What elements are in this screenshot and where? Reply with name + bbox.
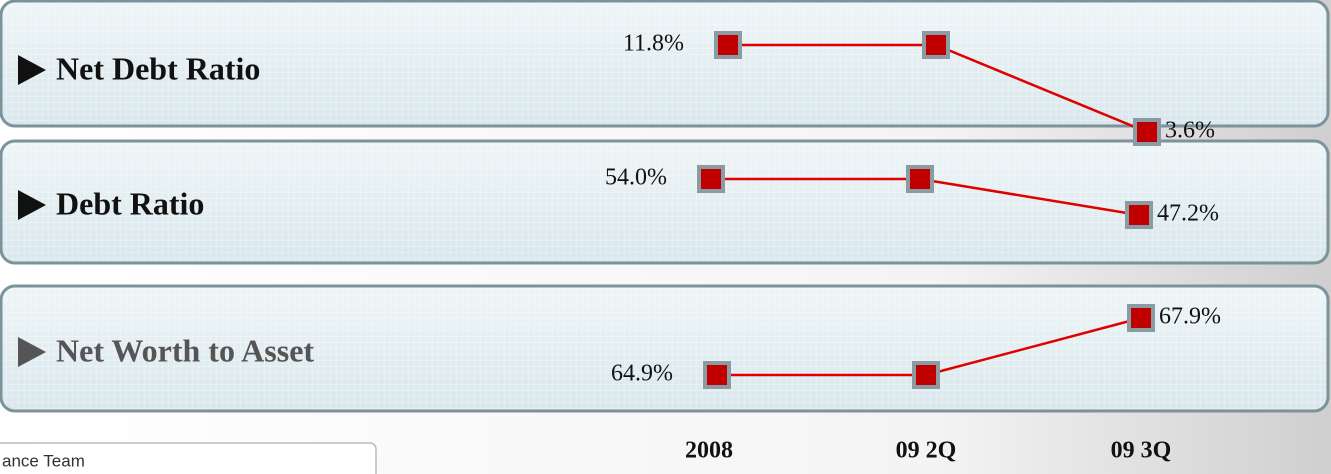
marker xyxy=(912,361,940,389)
panel-texture xyxy=(3,143,1326,261)
marker xyxy=(703,361,731,389)
value-label: 11.8% xyxy=(623,31,684,57)
marker xyxy=(714,31,742,59)
marker xyxy=(1133,118,1161,146)
bullet xyxy=(18,337,46,367)
footer-box xyxy=(0,442,377,474)
series-title: Net Debt Ratio xyxy=(56,50,260,86)
series-title: Debt Ratio xyxy=(56,185,204,221)
panels: Net Debt Ratio Debt Ratio Net Worth to Ass… xyxy=(0,0,1330,413)
panel-texture xyxy=(3,288,1326,409)
x-tick-label: 09 3Q xyxy=(1111,438,1172,464)
value-label: 67.9% xyxy=(1159,304,1221,330)
marker xyxy=(697,165,725,193)
marker xyxy=(922,31,950,59)
marker xyxy=(1125,201,1153,229)
marker xyxy=(906,165,934,193)
x-tick-label: 2008 xyxy=(685,438,733,464)
bullet xyxy=(18,55,46,85)
panel-texture xyxy=(3,3,1326,124)
value-label: 64.9% xyxy=(611,361,673,387)
marker xyxy=(1127,304,1155,332)
plots: 11.8% 3.6% 54.0% 47.2% 64.9% 67.9% xyxy=(605,31,1221,389)
value-label: 54.0% xyxy=(605,165,667,191)
value-label: 3.6% xyxy=(1165,118,1215,144)
bullet xyxy=(18,190,46,220)
x-tick-label: 09 2Q xyxy=(896,438,957,464)
series-title: Net Worth to Asset xyxy=(56,332,314,368)
footer-text: ance Team xyxy=(2,451,85,470)
value-label: 47.2% xyxy=(1157,201,1219,227)
